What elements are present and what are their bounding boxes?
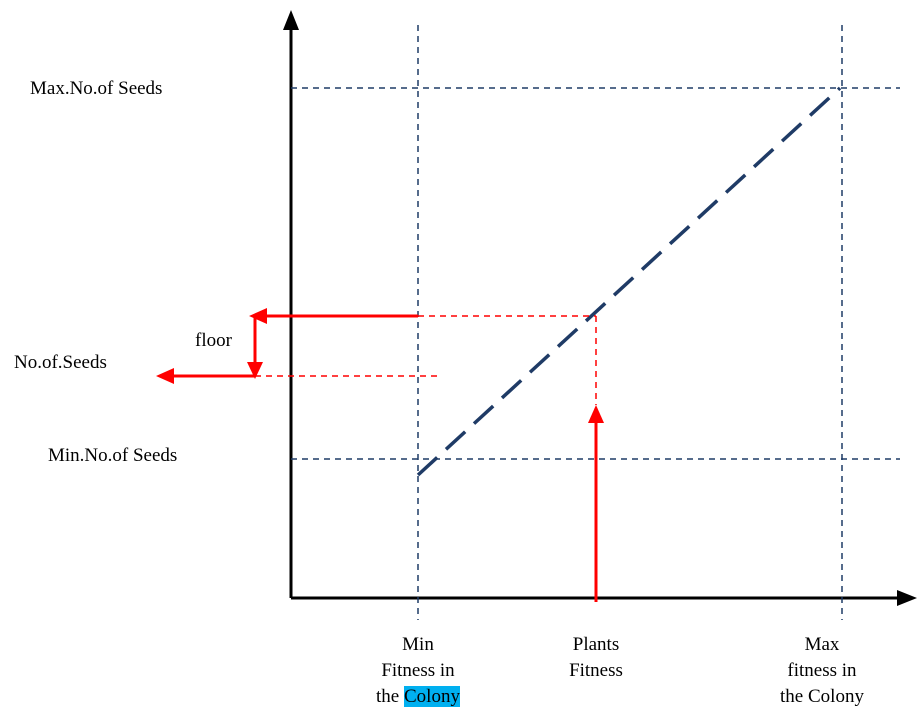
label-plants-fitness: Plants Fitness bbox=[526, 632, 666, 684]
label-max-fitness-line3: the Colony bbox=[780, 686, 864, 707]
label-plants-fitness-line1: Plants bbox=[572, 634, 620, 655]
seed-value-arrow-head-icon bbox=[249, 308, 267, 324]
label-min-fitness-line2: Fitness in bbox=[381, 660, 455, 681]
label-min-fitness-line3: the Colony bbox=[348, 684, 488, 710]
label-max-fitness: Max fitness in the Colony bbox=[742, 632, 902, 710]
x-axis-arrow-icon bbox=[897, 590, 917, 606]
label-min-fitness-highlight: Colony bbox=[404, 686, 460, 707]
label-max-fitness-line1: Max bbox=[804, 634, 840, 655]
label-min-fitness-line1: Min bbox=[402, 634, 434, 655]
y-axis-arrow-icon bbox=[283, 10, 299, 30]
label-num-seeds: No.of.Seeds bbox=[14, 352, 107, 373]
label-min-fitness-line3-prefix: the bbox=[376, 686, 404, 707]
label-max-fitness-line2: fitness in bbox=[787, 660, 857, 681]
label-max-seeds: Max.No.of Seeds bbox=[30, 78, 163, 99]
label-min-fitness: Min Fitness in the Colony bbox=[348, 632, 488, 710]
plants-fitness-arrow-head-icon bbox=[588, 405, 604, 423]
label-plants-fitness-line2: Fitness bbox=[569, 660, 623, 681]
label-floor: floor bbox=[195, 330, 232, 351]
label-min-seeds: Min.No.of Seeds bbox=[48, 445, 178, 466]
num-seeds-arrow-head-icon bbox=[156, 368, 174, 384]
floor-arrow-head-icon bbox=[247, 362, 263, 379]
seed-mapping-line bbox=[416, 86, 842, 477]
